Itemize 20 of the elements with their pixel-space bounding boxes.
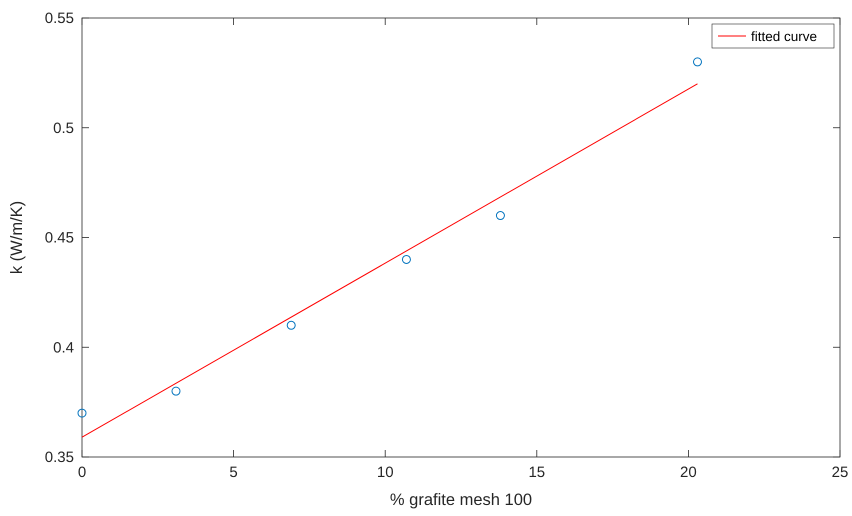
x-tick-label: 0 — [78, 464, 86, 481]
y-axis-title: k (W/m/K) — [8, 200, 26, 274]
x-tick-label: 10 — [376, 464, 394, 481]
y-tick-label: 0.55 — [44, 10, 74, 27]
x-tick-label: 5 — [229, 464, 238, 481]
x-axis-title: % grafite mesh 100 — [390, 491, 532, 509]
y-tick-label: 0.5 — [53, 120, 74, 137]
point — [78, 408, 86, 418]
x-tick-label: 15 — [528, 464, 546, 481]
point — [496, 211, 505, 220]
y-tick-label: 0.35 — [44, 449, 74, 466]
point — [402, 254, 411, 264]
y-tick-label: 0.45 — [44, 230, 74, 246]
point — [171, 386, 180, 396]
legend-label: fitted curve — [751, 29, 818, 44]
x-tick-label: 20 — [680, 464, 697, 481]
x-tick-label: 25 — [832, 464, 848, 481]
point — [692, 57, 702, 66]
y-tick-label: 0.4 — [53, 339, 74, 356]
point — [286, 320, 296, 330]
